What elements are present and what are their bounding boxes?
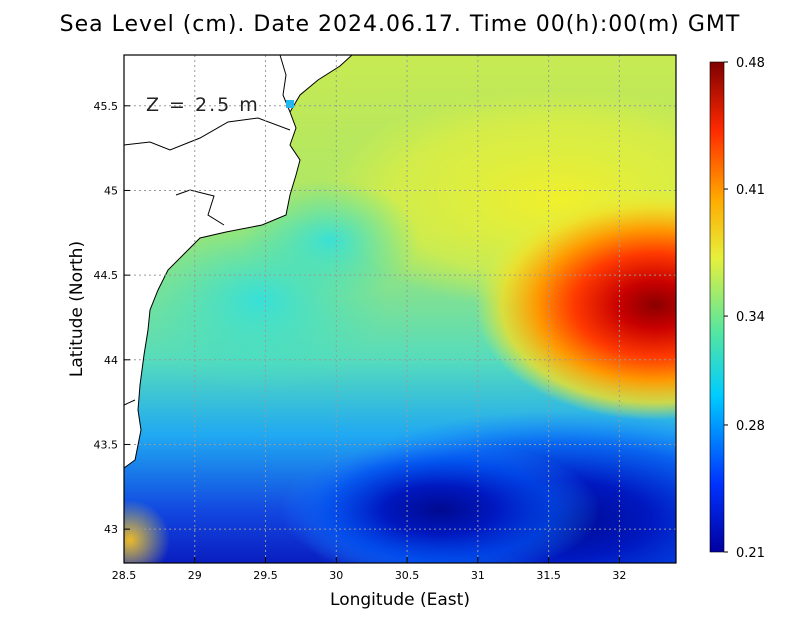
- colorbar-tick-label: 0.21: [736, 546, 765, 561]
- colorbar-tick-label: 0.48: [736, 56, 765, 71]
- x-tick-label: 30.5: [395, 569, 420, 582]
- x-tick-label: 30: [329, 569, 343, 582]
- y-tick-label: 44: [104, 354, 118, 367]
- depth-label: Z = 2.5 m: [146, 94, 260, 116]
- y-tick-label: 44.5: [94, 269, 119, 282]
- chart-title: Sea Level (cm). Date 2024.06.17. Time 00…: [59, 12, 741, 37]
- x-axis: 28.5 29 29.5 30 30.5 31 31.5 32: [112, 557, 626, 582]
- y-axis: 43 43.5 44 44.5 45 45.5: [94, 100, 130, 536]
- x-tick-label: 28.5: [112, 569, 137, 582]
- y-axis-label: Latitude (North): [67, 241, 87, 377]
- grid: [124, 55, 676, 563]
- x-axis-label: Longitude (East): [330, 590, 470, 610]
- land-boundary: [124, 117, 291, 151]
- plot-frame: [123, 54, 677, 564]
- x-tick-label: 29.5: [253, 569, 278, 582]
- y-tick-label: 43: [104, 523, 118, 536]
- y-tick-label: 45: [104, 184, 118, 197]
- x-tick-label: 31: [471, 569, 485, 582]
- colorbar-tick-label: 0.28: [736, 419, 765, 434]
- x-tick-label: 32: [612, 569, 626, 582]
- land-boundary-4: [124, 399, 136, 406]
- x-tick-label: 31.5: [536, 569, 561, 582]
- x-tick-label: 29: [188, 569, 202, 582]
- colorbar-tick-label: 0.34: [736, 310, 765, 325]
- land-mask: [124, 55, 353, 469]
- colorbar: [709, 61, 725, 553]
- y-tick-label: 43.5: [94, 438, 119, 451]
- y-tick-label: 45.5: [94, 100, 119, 113]
- colorbar-ticks: 0.21 0.28 0.34 0.41 0.48: [724, 56, 765, 561]
- colorbar-tick-label: 0.41: [736, 183, 765, 198]
- coastline: [124, 55, 353, 469]
- sea-level-high: [475, 190, 676, 420]
- land-boundary-3: [175, 189, 225, 226]
- land-cell: [286, 100, 294, 108]
